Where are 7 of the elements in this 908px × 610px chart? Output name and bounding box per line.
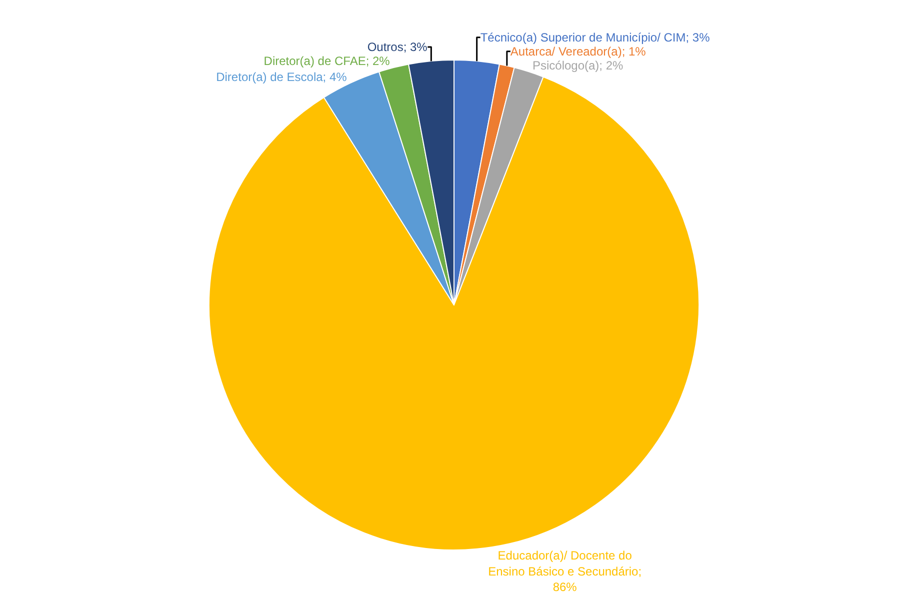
slice-label: Técnico(a) Superior de Município/ CIM; 3% (480, 30, 710, 44)
slice-label: Educador(a)/ Docente do Ensino Básico e Secundário; 86% (488, 548, 642, 594)
slice-label: Outros; 3% (367, 40, 428, 54)
slice-label: Diretor(a) de Escola; 4% (216, 70, 348, 84)
slice-label: Autarca/ Vereador(a); 1% (510, 44, 646, 58)
slice-label: Diretor(a) de CFAE; 2% (264, 54, 390, 68)
slice-label: Psicólogo(a); 2% (532, 58, 624, 72)
